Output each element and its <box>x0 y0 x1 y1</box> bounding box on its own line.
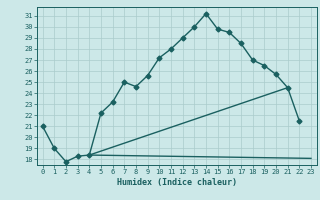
X-axis label: Humidex (Indice chaleur): Humidex (Indice chaleur) <box>117 178 237 187</box>
